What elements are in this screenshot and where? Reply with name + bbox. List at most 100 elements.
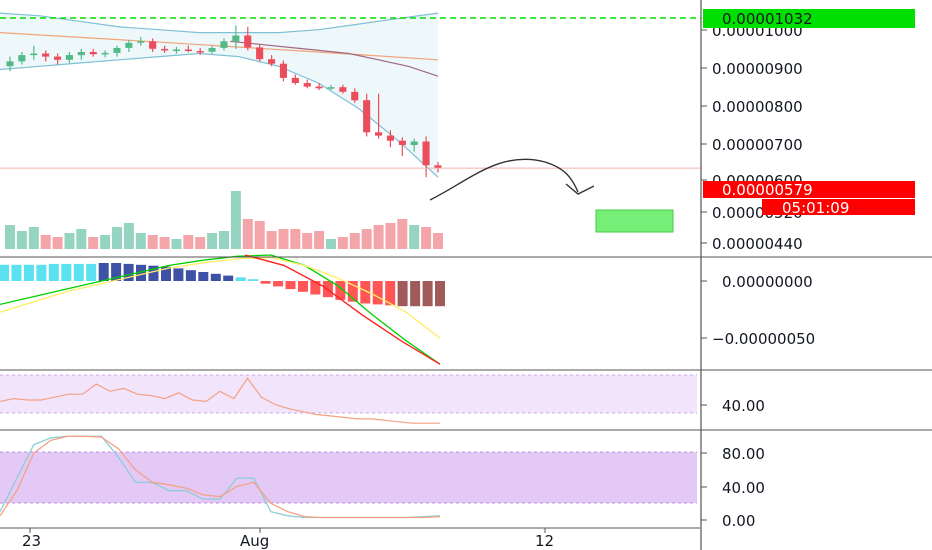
candle-body [410, 141, 418, 145]
macd-histogram-bar [11, 264, 22, 281]
alert-price-tag-label: 0.00001032 [722, 10, 813, 28]
macd-histogram-bar [173, 268, 184, 281]
macd-histogram-bar [61, 263, 72, 281]
macd-histogram-bar [23, 264, 34, 281]
price-tick: 0.00000440 [701, 235, 803, 253]
countdown-tag [762, 199, 915, 215]
price-tick-label: 0.00000800 [712, 98, 803, 116]
moving-average-orange [0, 32, 439, 61]
volume-bar [100, 235, 111, 249]
volume-bar [123, 223, 134, 249]
macd-line [0, 254, 441, 365]
candle [208, 45, 216, 54]
last-price-tag[interactable] [703, 181, 915, 198]
macd-histogram-bar [48, 263, 59, 281]
candle-body [398, 140, 406, 145]
macd-histogram-bar [422, 281, 433, 307]
candle [65, 52, 73, 63]
stochastic-band [0, 452, 697, 503]
macd-histogram-bar [410, 281, 421, 307]
target-box[interactable] [595, 209, 674, 233]
macd-histogram-bar [372, 281, 383, 305]
candle-body [54, 56, 62, 60]
price-tick-label: 0.00000440 [712, 235, 803, 253]
bollinger-upper-band [0, 12, 439, 34]
macd-histogram-bar [285, 281, 296, 290]
candle [113, 45, 121, 57]
hand-drawn-arrow[interactable] [429, 158, 579, 201]
macd-tick-label: −0.00000050 [712, 330, 815, 348]
macd-pane[interactable] [0, 254, 445, 365]
macd-histogram-bar [210, 273, 221, 281]
candle [42, 50, 50, 62]
candle [125, 39, 133, 52]
macd-axis[interactable]: 0.00000000 −0.00000050 [701, 273, 815, 348]
volume-bar [373, 225, 384, 249]
candle [291, 74, 299, 85]
candle-body [327, 87, 335, 89]
candle [398, 137, 406, 157]
price-axis[interactable]: 0.00001000 0.00000900 0.00000800 0.00000… [701, 9, 915, 253]
macd-histogram-bar [385, 281, 396, 306]
volume-bar [64, 233, 75, 249]
price-pane[interactable] [0, 12, 701, 249]
volume-bar [266, 231, 277, 249]
arrow-head [565, 183, 595, 195]
time-label: 23 [22, 532, 41, 550]
rsi-axis[interactable]: 40.00 [701, 397, 765, 415]
price-tick-label: 0.00000700 [712, 136, 803, 154]
macd-histogram [0, 263, 445, 307]
macd-histogram-bar [298, 281, 308, 292]
macd-histogram-bar [310, 281, 321, 295]
candle [303, 79, 311, 89]
rsi-tick-label: 40.00 [722, 397, 765, 415]
alert-price-tag[interactable] [703, 9, 915, 28]
volume-bar [349, 233, 360, 249]
candle [77, 48, 85, 60]
stochastic-tick-label: 80.00 [722, 445, 765, 463]
volume-bar [302, 233, 313, 249]
macd-histogram-bar [161, 266, 171, 281]
volume-bar [135, 233, 146, 249]
candle [137, 36, 145, 46]
stochastic-tick-label: 40.00 [722, 479, 765, 497]
volume-bar [183, 235, 194, 249]
candle [363, 93, 371, 137]
volume-bar [278, 229, 289, 249]
volume-bar [326, 239, 336, 249]
price-tick: 0.00000900 [701, 60, 803, 78]
macd-histogram-bar [98, 263, 109, 281]
stochastic-axis[interactable]: 80.00 40.00 0.00 [701, 445, 765, 530]
macd-histogram-bar [360, 281, 371, 304]
candle [54, 53, 62, 65]
candle-body [208, 48, 216, 52]
stochastic-pane[interactable] [0, 435, 697, 519]
candle-body [303, 83, 311, 87]
rsi-pane[interactable] [0, 374, 697, 424]
macd-histogram-bar [148, 265, 159, 281]
volume-bar [242, 219, 253, 249]
volume-bar [28, 227, 39, 249]
macd-histogram-bar [347, 281, 358, 302]
candle-body [125, 42, 133, 48]
candle-body [89, 52, 97, 55]
candle-body [6, 61, 14, 67]
candle-body [244, 35, 252, 48]
volume-bar [433, 233, 443, 249]
time-axis[interactable]: 23 Aug 12 [22, 528, 554, 550]
macd-histogram-bar [335, 281, 346, 300]
candle [375, 93, 383, 139]
candle [161, 45, 169, 53]
candle-body [184, 49, 192, 51]
candle-body [434, 165, 442, 169]
macd-bearish-segment [244, 254, 441, 365]
macd-histogram-bar [36, 264, 47, 281]
volume-bar [385, 223, 396, 249]
candle [196, 48, 204, 55]
candle [184, 45, 192, 53]
volume-bar [16, 231, 27, 249]
candle [6, 56, 14, 72]
volume-bar [290, 229, 301, 249]
candle [220, 38, 228, 51]
